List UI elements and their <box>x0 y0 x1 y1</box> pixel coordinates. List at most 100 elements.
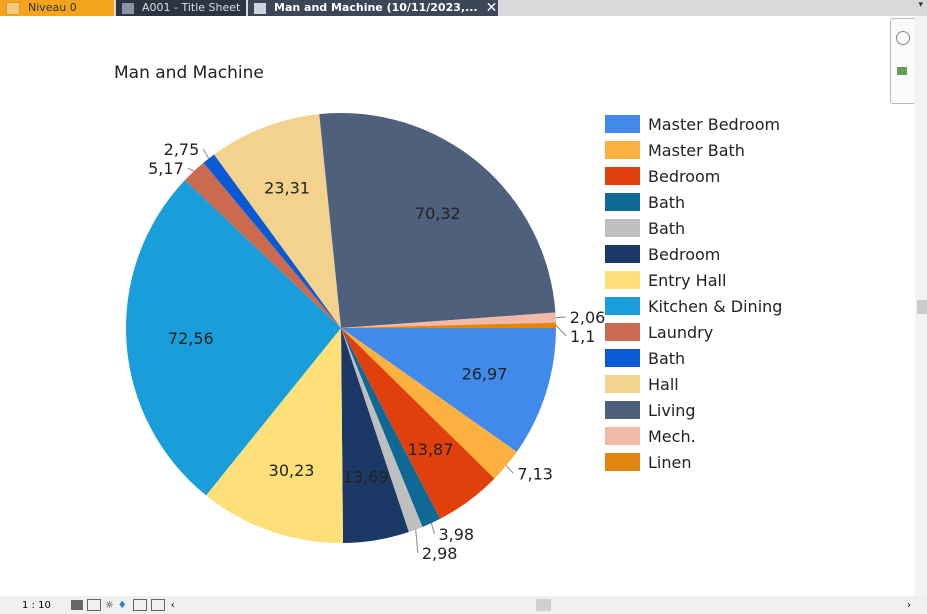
label-leader-line <box>202 148 210 159</box>
legend-item: Bath <box>605 345 782 371</box>
slice-data-label: 30,23 <box>269 461 315 480</box>
legend-swatch <box>605 349 640 367</box>
steering-wheel-icon[interactable] <box>896 31 910 45</box>
pie-slice <box>341 328 517 479</box>
legend-label: Linen <box>648 452 692 472</box>
legend-label: Entry Hall <box>648 270 727 290</box>
slice-data-label: 13,87 <box>408 440 454 459</box>
label-leader-line <box>555 324 567 337</box>
slice-data-label: 70,32 <box>415 204 461 223</box>
zoom-icon[interactable] <box>897 67 907 75</box>
slice-data-label: 2,75 <box>164 140 200 159</box>
pie-slice <box>341 328 556 452</box>
legend-swatch <box>605 271 640 289</box>
legend-item: Living <box>605 397 782 423</box>
legend-label: Bedroom <box>648 244 721 264</box>
legend-swatch <box>605 245 640 263</box>
slice-data-label: 7,13 <box>517 464 553 483</box>
label-leader-line <box>187 167 195 172</box>
slice-data-label: 2,06 <box>570 308 606 327</box>
scroll-thumb[interactable] <box>917 300 927 314</box>
legend-item: Bedroom <box>605 241 782 267</box>
legend-label: Bath <box>648 218 686 238</box>
legend-swatch <box>605 115 640 133</box>
legend-item: Master Bath <box>605 137 782 163</box>
legend-label: Bath <box>648 348 686 368</box>
slice-data-label: 3,98 <box>438 525 474 544</box>
sheet-icon <box>122 2 134 14</box>
scale-label[interactable]: 1 : 10 <box>22 599 51 611</box>
tab-niveau-0[interactable]: Niveau 0 <box>0 0 114 16</box>
legend-label: Master Bath <box>648 140 745 160</box>
label-leader-line <box>430 522 435 535</box>
vertical-scrollbar[interactable] <box>915 16 927 596</box>
legend-item: Bath <box>605 215 782 241</box>
legend-swatch <box>605 323 640 341</box>
horizontal-scroll-thumb[interactable] <box>536 599 551 611</box>
chart-title: Man and Machine <box>114 63 264 83</box>
schedule-icon <box>254 2 266 14</box>
legend-label: Mech. <box>648 426 696 446</box>
legend-swatch <box>605 375 640 393</box>
legend-label: Laundry <box>648 322 714 342</box>
legend-label: Master Bedroom <box>648 114 781 134</box>
pie-slice <box>341 328 495 519</box>
pie-slice <box>206 328 344 544</box>
slice-data-label: 13,69 <box>343 467 389 486</box>
legend-swatch <box>605 219 640 237</box>
legend-item: Bath <box>605 189 782 215</box>
pie-slice <box>341 328 423 533</box>
view-control-bar: 1 : 10 ☼ ♦ ‹ › <box>0 596 927 614</box>
close-icon[interactable]: ✕ <box>485 0 498 16</box>
legend-swatch <box>605 167 640 185</box>
tab-label: Man and Machine (10/11/2023,... <box>274 1 478 14</box>
scroll-left-icon[interactable]: ‹ <box>170 599 175 611</box>
legend-item: Bedroom <box>605 163 782 189</box>
pie-slice <box>341 312 556 328</box>
legend-swatch <box>605 141 640 159</box>
pie-slice <box>214 114 341 328</box>
tab-label: Niveau 0 <box>28 1 77 14</box>
legend-swatch <box>605 193 640 211</box>
legend-item: Linen <box>605 449 782 475</box>
tab-label: A001 - Title Sheet <box>142 1 241 14</box>
detail-level-icon[interactable] <box>70 600 83 610</box>
pie-slice <box>341 328 409 543</box>
slice-data-label: 72,56 <box>168 329 214 348</box>
legend-label: Bath <box>648 192 686 212</box>
legend-swatch <box>605 427 640 445</box>
legend-swatch <box>605 401 640 419</box>
slice-data-label: 23,31 <box>264 178 310 197</box>
crop-view-icon[interactable] <box>132 599 147 611</box>
legend-swatch <box>605 297 640 315</box>
slice-data-label: 5,17 <box>148 159 184 178</box>
label-leader-line <box>555 316 566 319</box>
pie-slice <box>184 162 341 328</box>
slice-data-label: 1,1 <box>570 327 595 346</box>
show-crop-icon[interactable] <box>150 599 165 611</box>
slice-data-label: 2,98 <box>422 544 458 563</box>
legend-item: Entry Hall <box>605 267 782 293</box>
floor-plan-icon <box>6 1 20 15</box>
navigation-bar[interactable] <box>890 18 916 104</box>
pie-slice <box>203 154 341 328</box>
light-bulb-icon[interactable]: ♦ <box>117 599 127 611</box>
pie-slice <box>341 328 441 527</box>
legend-label: Hall <box>648 374 679 394</box>
legend-item: Kitchen & Dining <box>605 293 782 319</box>
legend-label: Bedroom <box>648 166 721 186</box>
pie-slice <box>341 322 556 328</box>
tab-title-sheet[interactable]: A001 - Title Sheet <box>116 0 246 16</box>
legend-item: Laundry <box>605 319 782 345</box>
legend-swatch <box>605 453 640 471</box>
legend-label: Living <box>648 400 696 420</box>
view-tab-bar: Niveau 0 A001 - Title Sheet Man and Mach… <box>0 0 927 16</box>
tab-man-and-machine[interactable]: Man and Machine (10/11/2023,... ✕ <box>248 0 498 16</box>
legend-item: Mech. <box>605 423 782 449</box>
sun-path-icon[interactable]: ☼ <box>104 599 114 611</box>
visual-style-icon[interactable] <box>86 599 101 611</box>
scroll-right-icon[interactable]: › <box>907 599 911 611</box>
legend: Master Bedroom Master Bath Bedroom Bath Bath… <box>605 111 782 475</box>
tab-menu-icon[interactable]: ▾ <box>918 0 923 10</box>
